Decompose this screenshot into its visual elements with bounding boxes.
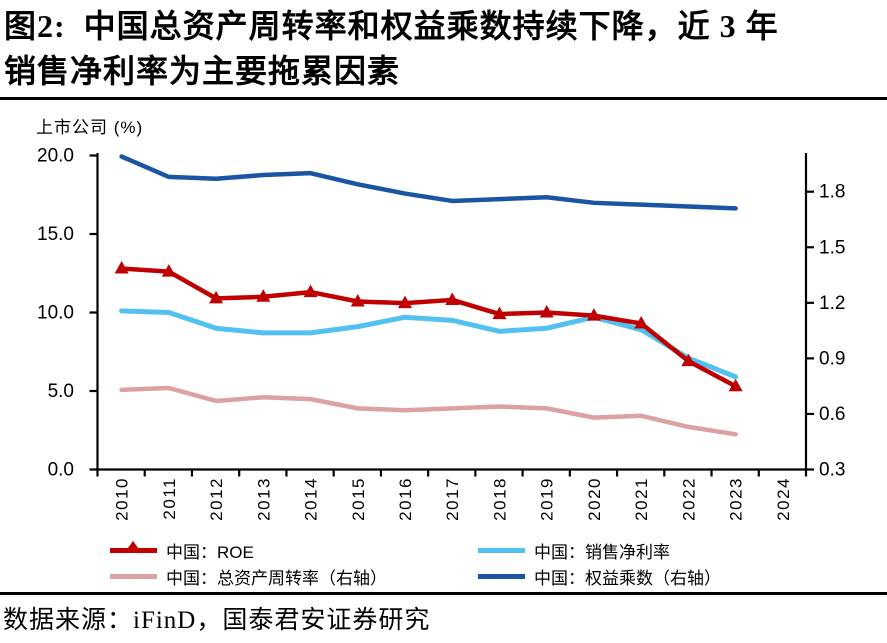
- divider-top: [0, 97, 887, 100]
- legend-item-equity-multiplier: 中国：权益乘数（右轴）: [478, 566, 721, 588]
- dupont-line-chart: 20.0 15.0 10.0 5.0 0.0 1.8 1.5 1.2 0.9 0.6 0.3 2010…: [37, 146, 845, 521]
- left-axis-tick-label: 15.0: [37, 224, 74, 245]
- x-axis-year-label: 2020: [585, 477, 604, 521]
- figure-title: 图2: 中国总资产周转率和权益乘数持续下降，近 3 年销售净利率为主要拖累因素: [4, 4, 882, 94]
- right-axis-tick-label: 1.5: [819, 237, 845, 258]
- legend-item-net-margin: 中国：销售净利率: [478, 540, 721, 562]
- series-line-asset_turnover: [119, 385, 738, 437]
- left-axis-tick-label: 5.0: [48, 381, 74, 402]
- x-axis-year-label: 2013: [254, 477, 273, 521]
- legend-item-roe: 中国：ROE: [110, 540, 478, 562]
- left-axis-tick-label: 0.0: [48, 460, 74, 481]
- x-axis-year-label: 2019: [538, 477, 557, 521]
- x-axis-year-label: 2021: [632, 477, 651, 521]
- axis-tick-labels: 20.0 15.0 10.0 5.0 0.0 1.8 1.5 1.2 0.9 0.6 0.3 2010…: [37, 146, 845, 521]
- x-axis-year-label: 2014: [302, 477, 321, 521]
- asset-turnover-line-marker: [110, 566, 157, 587]
- roe-line-triangle-marker: [110, 540, 157, 561]
- x-axis-year-label: 2024: [774, 477, 793, 521]
- right-axis-tick-label: 1.8: [819, 182, 845, 203]
- series-line-net_margin: [119, 308, 739, 380]
- series-line-equity_multiplier: [119, 154, 738, 211]
- right-axis-tick-label: 0.9: [819, 348, 845, 369]
- right-axis-tick-label: 0.6: [819, 404, 845, 425]
- x-axis-year-label: 2018: [490, 477, 509, 521]
- x-axis-year-label: 2015: [349, 477, 368, 521]
- x-axis-year-label: 2011: [160, 477, 179, 520]
- legend-label-equity-multiplier: 中国：权益乘数（右轴）: [534, 569, 721, 588]
- left-axis-tick-label: 10.0: [37, 303, 74, 324]
- x-axis-year-label: 2022: [679, 477, 698, 521]
- series-line-roe: [119, 266, 738, 389]
- axis-unit-label: 上市公司 (%): [36, 118, 144, 137]
- figure-title-line1: 图2: 中国总资产周转率和权益乘数持续下降，近 3 年: [4, 8, 779, 44]
- right-axis-tick-label: 1.2: [819, 293, 845, 314]
- right-axis-tick-label: 0.3: [819, 460, 845, 481]
- legend-item-asset-turnover: 中国：总资产周转率（右轴）: [110, 566, 478, 588]
- series-markers-roe: [114, 261, 743, 392]
- x-axis-year-label: 2023: [727, 477, 746, 521]
- figure-title-line2: 销售净利率为主要拖累因素: [4, 53, 401, 89]
- source-note: 数据来源：iFinD，国泰君安证券研究: [3, 607, 431, 634]
- equity-multiplier-line-marker: [478, 566, 525, 587]
- x-axis-year-label: 2010: [113, 477, 132, 521]
- axes: [89, 153, 814, 477]
- legend-label-asset-turnover: 中国：总资产周转率（右轴）: [166, 569, 387, 588]
- chart-legend: 中国：ROE 中国：销售净利率 中国：总资产周转率（右轴） 中国：权益乘数（右轴…: [110, 540, 721, 588]
- left-axis-tick-label: 20.0: [37, 146, 74, 167]
- net-margin-line-marker: [478, 540, 525, 561]
- x-axis-year-label: 2017: [443, 477, 462, 521]
- x-axis-year-label: 2016: [396, 477, 415, 521]
- x-axis-year-label: 2012: [207, 477, 226, 521]
- legend-label-net-margin: 中国：销售净利率: [534, 543, 670, 562]
- divider-bottom: [0, 592, 887, 595]
- legend-label-roe: 中国：ROE: [166, 543, 254, 562]
